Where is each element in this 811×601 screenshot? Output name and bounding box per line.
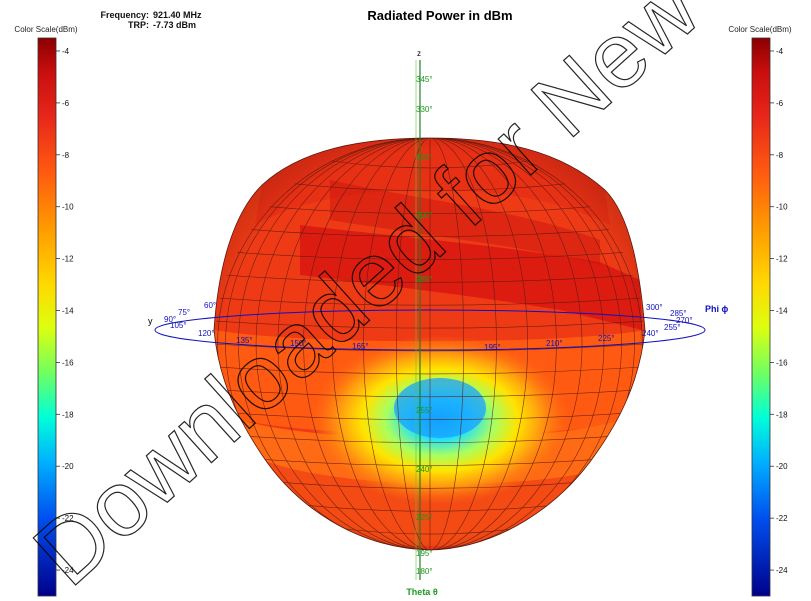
- colorbar-left-tick-label: -10: [62, 203, 74, 212]
- colorbar-left-ticks: -4 -6 -8 -10 -12 -14 -16 -18 -20 -22 -24: [56, 47, 74, 575]
- phi-tick-front: 150°: [290, 339, 307, 348]
- theta-tick-label: 285°: [416, 275, 433, 284]
- colorbar-right-tick-label: -14: [776, 307, 788, 316]
- theta-tick-label: 225°: [416, 513, 433, 522]
- theta-tick-label: 255°: [416, 406, 433, 415]
- colorbar-right-tick-label: -4: [776, 47, 784, 56]
- theta-tick-label: 345°: [416, 75, 433, 84]
- frequency-value: 921.40 MHz: [153, 10, 202, 20]
- phi-tick-front: 165°: [352, 342, 369, 351]
- theta-tick-label: 240°: [416, 465, 433, 474]
- theta-tick-label: 195°: [416, 549, 433, 558]
- colorbar-left-tick-label: -16: [62, 358, 74, 367]
- theta-tick-label: 315°: [416, 153, 433, 162]
- colorbar-right: [751, 37, 771, 597]
- colorbar-left-tick-label: -20: [62, 462, 74, 471]
- colorbar-right-tick-label: -10: [776, 203, 788, 212]
- phi-axis-label: Phi ϕ: [705, 304, 729, 314]
- colorbar-right-ticks: -4 -6 -8 -10 -12 -14 -16 -18 -20 -22 -24: [770, 47, 788, 575]
- theta-tick-label: 180°: [416, 567, 433, 576]
- colorbar-left-tick-label: -24: [62, 566, 74, 575]
- radiation-sphere: [213, 137, 646, 551]
- colorbar-left-tick-label: -6: [62, 99, 70, 108]
- colorbar-label-left: Color Scale(dBm): [14, 25, 77, 34]
- colorbar-left-tick-label: -12: [62, 255, 74, 264]
- colorbar-left-tick-label: -8: [62, 151, 70, 160]
- colorbar-right-tick-label: -22: [776, 514, 788, 523]
- theta-axis: [415, 60, 421, 580]
- phi-ring: [154, 309, 706, 351]
- colorbar-left: [37, 37, 57, 597]
- colorbar-left-tick-label: -14: [62, 307, 74, 316]
- colorbar-left-tick-label: -18: [62, 410, 74, 419]
- phi-tick-right: 300°: [646, 303, 663, 312]
- colorbar-right-tick-label: -8: [776, 151, 784, 160]
- phi-tick-left: 120°: [198, 329, 215, 338]
- theta-tick-labels: 345° 330° 315° 300° 285° 255° 240° 225° 195° 180°: [416, 75, 433, 576]
- theta-axis-label: Theta θ: [406, 587, 438, 597]
- trp-label: TRP:: [128, 20, 149, 30]
- phi-tick-left: 90°: [164, 315, 176, 324]
- y-axis-label: y: [148, 316, 153, 326]
- phi-tick-labels: 60° 75°90°105° 120° 135° 150° 165° 195° 210° 225…: [164, 301, 693, 352]
- theta-tick-label: 330°: [416, 105, 433, 114]
- colorbar-right-tick-label: -24: [776, 566, 788, 575]
- phi-tick-front: 210°: [546, 339, 563, 348]
- phi-tick-front: 240°: [642, 329, 659, 338]
- phi-tick-left: 105°: [170, 321, 187, 330]
- colorbar-right-tick-label: -16: [776, 358, 788, 367]
- phi-tick-right: 285°: [670, 309, 687, 318]
- colorbar-left-tick-label: -4: [62, 47, 70, 56]
- colorbar-right-tick-label: -6: [776, 99, 784, 108]
- colorbar-right-tick-label: -18: [776, 410, 788, 419]
- colorbar-right-tick-label: -20: [776, 462, 788, 471]
- z-axis-label: z: [417, 49, 421, 58]
- phi-tick-left: 75°: [178, 308, 190, 317]
- phi-tick-front: 225°: [598, 334, 615, 343]
- theta-tick-label: 300°: [416, 211, 433, 220]
- phi-tick-right: 255°: [664, 323, 681, 332]
- phi-tick-right: 270°: [676, 316, 693, 325]
- colorbar-label-right: Color Scale(dBm): [728, 25, 791, 34]
- colorbar-right-tick-label: -12: [776, 255, 788, 264]
- phi-tick-left: 60°: [204, 301, 216, 310]
- phi-tick-front: 135°: [236, 336, 253, 345]
- frequency-label: Frequency:: [100, 10, 149, 20]
- trp-value: -7.73 dBm: [153, 20, 196, 30]
- chart-title: Radiated Power in dBm: [367, 8, 512, 23]
- phi-tick-front: 195°: [484, 343, 501, 352]
- colorbar-left-tick-label: -22: [62, 514, 74, 523]
